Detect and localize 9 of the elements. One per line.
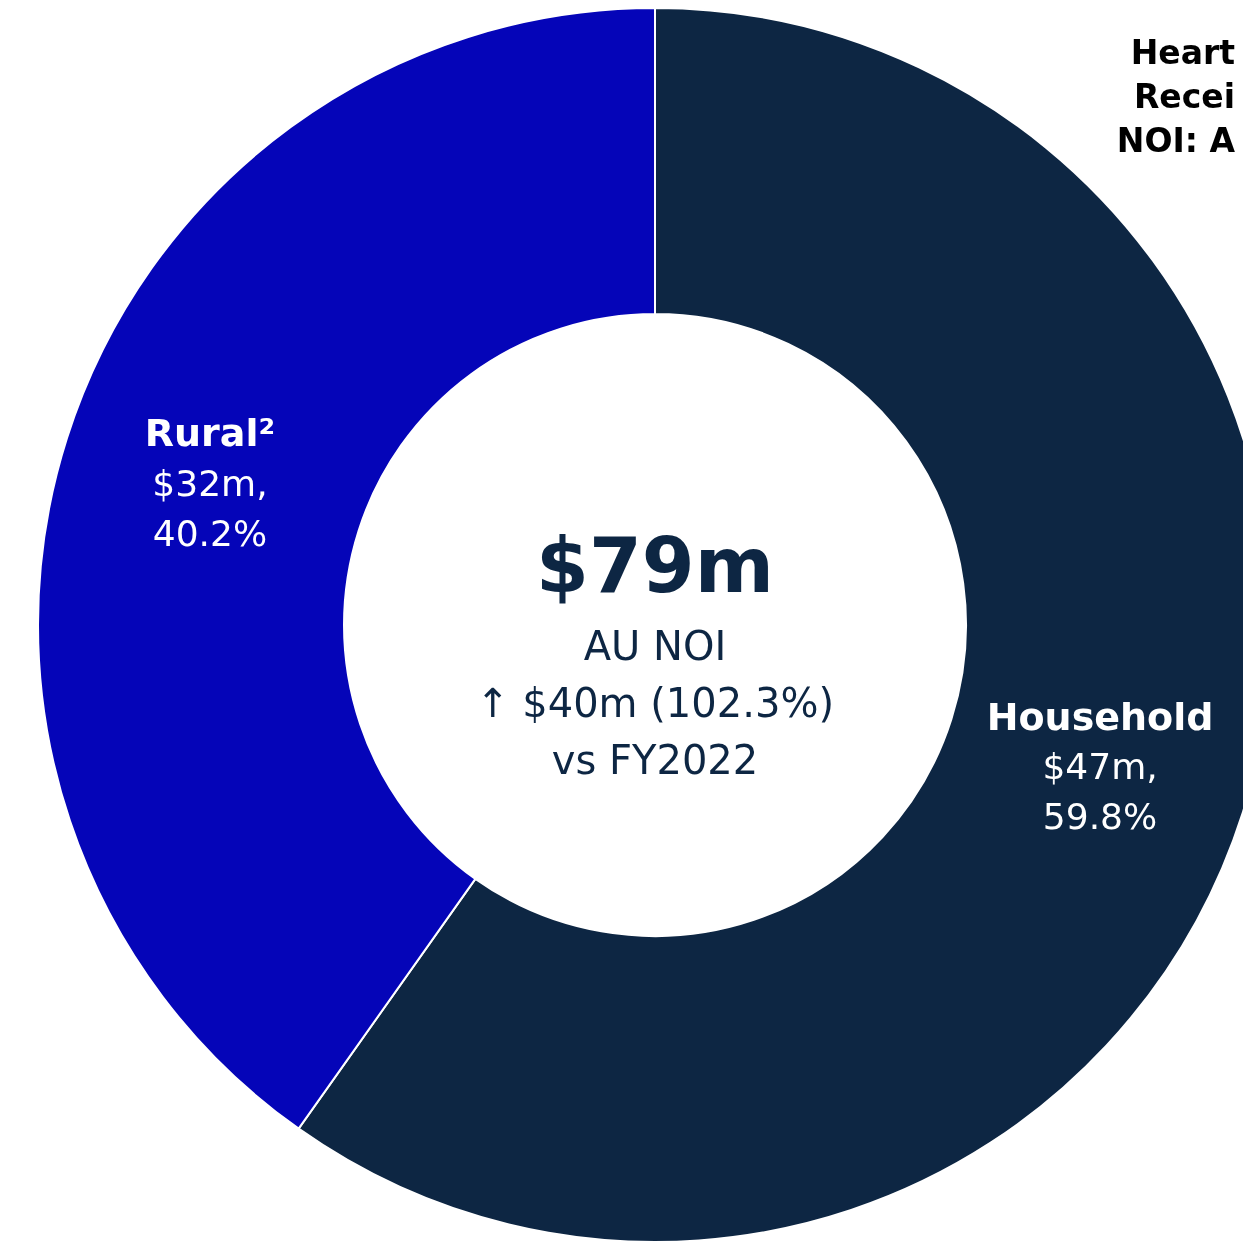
text: ↑ $40m (102.3%): [476, 680, 834, 726]
slice-label: Household: [986, 694, 1214, 739]
text: AU NOI: [583, 623, 727, 669]
data-label: $47m, 59.8%: [1042, 746, 1158, 838]
text: $79m: [536, 520, 774, 610]
text: vs FY2022: [551, 737, 759, 783]
slice-label: Rural²: [144, 411, 276, 456]
data-label: $32m, 40.2%: [152, 462, 268, 554]
text: Heart Recei NOI: A: [1116, 32, 1236, 160]
